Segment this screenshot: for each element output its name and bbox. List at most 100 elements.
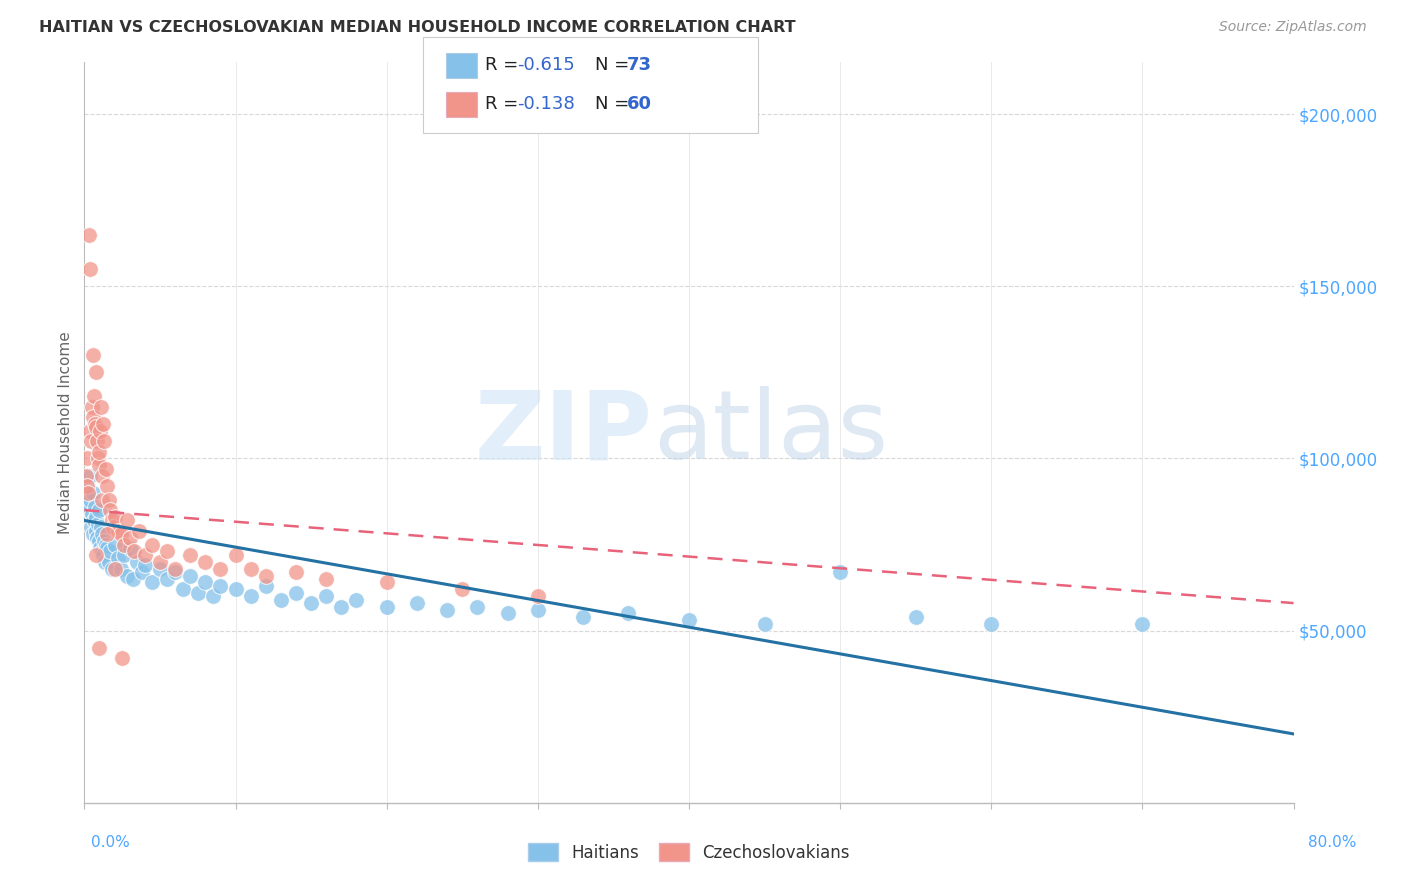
Point [285, 565, 308, 579]
Point [96, 541, 118, 555]
Point [84, 524, 107, 538]
Point [90, 544, 112, 558]
Point [436, 603, 458, 617]
Point [285, 586, 308, 600]
Point [830, 565, 852, 579]
Point [134, 558, 156, 573]
Point [572, 610, 595, 624]
Point [225, 548, 247, 562]
Point [86, 510, 108, 524]
Point [82, 527, 104, 541]
Point [527, 589, 550, 603]
Point [80, 434, 103, 449]
Point [76, 489, 98, 503]
Point [187, 586, 209, 600]
Text: -0.615: -0.615 [517, 56, 575, 74]
Point [83, 513, 105, 527]
Point [141, 537, 163, 551]
Text: ZIP: ZIP [475, 386, 652, 479]
Point [111, 651, 134, 665]
Point [131, 565, 153, 579]
Point [87, 516, 110, 531]
Point [97, 555, 120, 569]
Point [79, 262, 101, 277]
Point [239, 589, 262, 603]
Point [77, 486, 100, 500]
Point [194, 555, 217, 569]
Point [315, 589, 337, 603]
Point [79, 468, 101, 483]
Point [128, 524, 150, 538]
Point [201, 589, 224, 603]
Point [104, 510, 127, 524]
Point [254, 579, 277, 593]
Point [375, 575, 398, 590]
Point [80, 520, 103, 534]
Text: -0.138: -0.138 [517, 95, 575, 113]
Point [315, 572, 337, 586]
Point [115, 568, 138, 582]
Point [98, 503, 121, 517]
Point [194, 575, 217, 590]
Point [375, 599, 398, 614]
Point [96, 479, 118, 493]
Point [76, 479, 98, 493]
Point [83, 389, 105, 403]
Point [76, 451, 98, 466]
Point [84, 500, 107, 514]
Point [75, 468, 97, 483]
Point [94, 462, 117, 476]
Point [96, 527, 118, 541]
Point [100, 513, 122, 527]
Point [467, 599, 489, 614]
Text: 73: 73 [627, 56, 652, 74]
Point [209, 561, 232, 575]
Point [89, 444, 111, 458]
Text: 60: 60 [627, 95, 652, 113]
Point [406, 596, 429, 610]
Point [101, 520, 124, 534]
Point [87, 534, 110, 549]
Point [209, 579, 232, 593]
Point [86, 531, 108, 545]
Text: N =: N = [595, 95, 634, 113]
Point [100, 561, 122, 575]
Point [754, 616, 776, 631]
Point [80, 400, 103, 414]
Point [82, 348, 104, 362]
Point [87, 451, 110, 466]
Point [91, 548, 114, 562]
Point [84, 417, 107, 431]
Point [79, 424, 101, 438]
Text: R =: R = [485, 95, 524, 113]
Point [165, 565, 187, 579]
Point [141, 575, 163, 590]
Point [98, 544, 121, 558]
Point [104, 561, 127, 575]
Text: atlas: atlas [652, 386, 887, 479]
Point [84, 420, 107, 434]
Point [112, 548, 135, 562]
Point [165, 561, 187, 575]
Point [89, 541, 111, 555]
Point [451, 582, 474, 597]
Point [110, 527, 132, 541]
Point [82, 486, 104, 500]
Point [118, 531, 141, 545]
Point [299, 596, 322, 610]
Y-axis label: Median Household Income: Median Household Income [58, 331, 73, 534]
Point [1132, 616, 1154, 631]
Point [90, 400, 112, 414]
Point [179, 568, 201, 582]
Legend: Haitians, Czechoslovakians: Haitians, Czechoslovakians [522, 837, 856, 869]
Point [149, 555, 172, 569]
Point [179, 548, 201, 562]
Point [225, 582, 247, 597]
Text: 0.0%: 0.0% [91, 836, 131, 850]
Point [122, 544, 145, 558]
Point [127, 555, 149, 569]
Point [93, 534, 115, 549]
Point [91, 417, 114, 431]
Point [77, 227, 100, 242]
Point [156, 572, 179, 586]
